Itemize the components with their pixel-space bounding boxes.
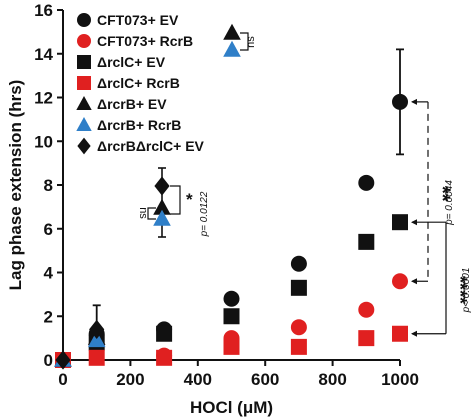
legend-marker bbox=[77, 55, 91, 69]
x-axis-label: HOCl (μM) bbox=[190, 398, 273, 417]
legend-marker bbox=[77, 34, 91, 48]
data-point bbox=[156, 349, 173, 366]
legend-label: ΔrcrB+ RcrB bbox=[97, 117, 181, 133]
data-point bbox=[88, 349, 105, 366]
data-point bbox=[55, 350, 71, 370]
data-point bbox=[358, 233, 375, 250]
x-tick-label: 800 bbox=[318, 370, 346, 389]
significance-quad-star: **** bbox=[450, 276, 470, 304]
y-tick-label: 0 bbox=[44, 351, 53, 370]
data-point bbox=[392, 273, 408, 290]
y-tick-label: 4 bbox=[44, 264, 54, 283]
inset-top-triangle-black bbox=[223, 23, 241, 40]
y-tick-label: 14 bbox=[34, 45, 53, 64]
inset-ns-bracket bbox=[147, 207, 156, 220]
inset-triangle-blue bbox=[153, 209, 171, 226]
legend-label: CFT073+ EV bbox=[97, 12, 179, 28]
axis-ticks: 0 200 400 600 800 1000 0 2 4 6 8 10 12 14 16 bbox=[34, 1, 419, 389]
data-point bbox=[290, 279, 307, 296]
data-point bbox=[223, 290, 240, 307]
data-point bbox=[358, 174, 375, 191]
legend-label: ΔrcrBΔrclC+ EV bbox=[97, 138, 205, 154]
data-point bbox=[89, 319, 105, 339]
data-point bbox=[392, 325, 408, 342]
legend-marker bbox=[77, 13, 91, 27]
legend-label: CFT073+ RcrB bbox=[97, 33, 193, 49]
x-tick-label: 600 bbox=[251, 370, 279, 389]
x-tick-label: 400 bbox=[184, 370, 212, 389]
y-tick-label: 2 bbox=[44, 307, 53, 326]
data-point bbox=[223, 338, 240, 355]
legend-label: ΔrclC+ EV bbox=[97, 54, 166, 70]
inset-p-value: p= 0.0122 bbox=[199, 191, 210, 237]
data-point bbox=[392, 214, 408, 231]
legend-marker bbox=[76, 116, 92, 131]
significance-annotations: **p= 0.0044 ****p< 0.0001 ns * p= 0.0122 ns bbox=[137, 23, 472, 337]
y-tick-label: 16 bbox=[34, 1, 53, 20]
inset-star-label: * bbox=[186, 190, 193, 209]
inset-star-bracket bbox=[170, 185, 181, 215]
data-point bbox=[87, 331, 106, 348]
inset-triangle-black bbox=[153, 198, 171, 215]
data-point bbox=[223, 308, 240, 325]
p-value-double: p= 0.0044 bbox=[444, 180, 455, 226]
legend-label: ΔrcrB+ EV bbox=[97, 96, 167, 112]
y-tick-label: 8 bbox=[44, 176, 53, 195]
x-tick-label: 200 bbox=[116, 370, 144, 389]
data-point bbox=[392, 93, 408, 110]
bracket-arrow bbox=[411, 278, 417, 285]
y-tick-label: 10 bbox=[34, 132, 53, 151]
legend-marker bbox=[77, 137, 91, 155]
legend-marker bbox=[76, 95, 92, 110]
y-tick-label: 6 bbox=[44, 220, 53, 239]
data-point bbox=[290, 255, 307, 272]
inset-top-ns-label: ns bbox=[245, 36, 257, 48]
error-bars bbox=[92, 48, 404, 355]
data-points bbox=[54, 93, 408, 370]
y-tick-label: 12 bbox=[34, 89, 53, 108]
y-axis-label: Lag phase extension (hrs) bbox=[6, 80, 25, 291]
bracket-arrow bbox=[411, 330, 417, 337]
legend-marker bbox=[77, 76, 91, 90]
significance-double-star: ** bbox=[431, 186, 453, 202]
data-point bbox=[290, 338, 307, 355]
inset-ns-label: ns bbox=[137, 207, 149, 219]
p-value-quad: p< 0.0001 bbox=[461, 268, 472, 314]
bracket-arrow bbox=[411, 219, 417, 226]
data-point bbox=[290, 319, 307, 336]
legend: CFT073+ EV CFT073+ RcrB ΔrclC+ EV ΔrclC+ Rc… bbox=[76, 12, 205, 155]
x-tick-label: 0 bbox=[58, 370, 67, 389]
legend-label: ΔrclC+ RcrB bbox=[97, 75, 180, 91]
x-tick-label: 1000 bbox=[381, 370, 419, 389]
bracket-arrow bbox=[411, 98, 417, 105]
data-point bbox=[358, 330, 375, 347]
inset-top-ns-bracket bbox=[240, 32, 249, 51]
data-point bbox=[156, 325, 173, 342]
inset-top-triangle-blue bbox=[223, 40, 241, 57]
data-point bbox=[358, 301, 375, 318]
